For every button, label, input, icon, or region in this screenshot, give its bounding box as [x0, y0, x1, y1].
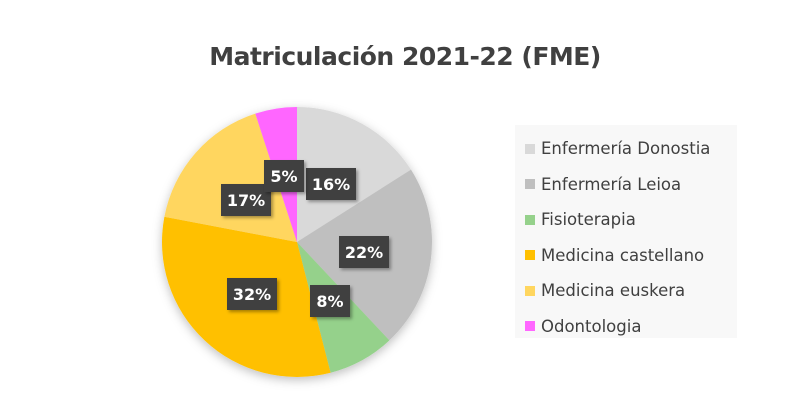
legend: Enfermería Donostia Enfermería Leioa Fisio… — [515, 125, 737, 338]
legend-label: Enfermería Donostia — [541, 139, 711, 159]
legend-item: Fisioterapia — [515, 202, 737, 238]
data-label: 22% — [339, 236, 389, 268]
data-label-text: 22% — [345, 243, 383, 262]
legend-item: Enfermería Leioa — [515, 167, 737, 203]
legend-swatch — [525, 285, 535, 296]
legend-label: Enfermería Leioa — [541, 174, 682, 194]
data-label-box — [221, 184, 271, 216]
legend-swatch — [525, 321, 535, 332]
data-label: 5% — [264, 160, 304, 192]
data-label: 17% — [221, 184, 271, 216]
data-label-box — [339, 236, 389, 268]
data-label: 16% — [306, 168, 356, 200]
legend-swatch — [525, 143, 535, 154]
legend-swatch — [525, 250, 535, 261]
legend-swatch — [525, 214, 535, 225]
data-label-text: 5% — [270, 167, 297, 186]
legend-label: Odontologia — [541, 316, 642, 336]
legend-swatch — [525, 179, 535, 190]
legend-label: Medicina castellano — [541, 245, 705, 265]
legend-item: Medicina euskera — [515, 273, 737, 309]
data-label-text: 32% — [233, 285, 271, 304]
data-label: 8% — [310, 285, 350, 317]
data-label-box — [306, 168, 356, 200]
data-label-box — [264, 160, 304, 192]
legend-item: Medicina castellano — [515, 238, 737, 274]
legend-item: Odontologia — [515, 309, 737, 345]
data-label-box — [227, 278, 277, 310]
data-label-text: 16% — [312, 175, 350, 194]
legend-item: Enfermería Donostia — [515, 131, 737, 167]
legend-label: Fisioterapia — [541, 210, 636, 230]
legend-label: Medicina euskera — [541, 281, 686, 301]
data-label-text: 8% — [316, 292, 343, 311]
chart-title: Matriculación 2021-22 (FME) — [209, 42, 601, 71]
data-label-box — [310, 285, 350, 317]
data-label: 32% — [227, 278, 277, 310]
data-label-text: 17% — [227, 191, 265, 210]
